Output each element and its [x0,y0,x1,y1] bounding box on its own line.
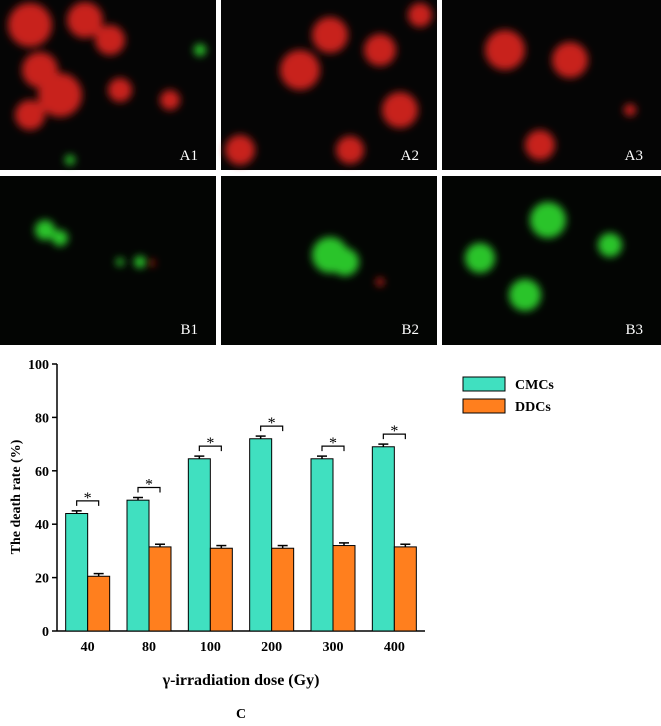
significance-mark: * [84,490,92,507]
bar [87,575,111,632]
panel-image [0,176,216,345]
significance-bracket [137,486,161,493]
bar [187,458,211,632]
legend-label: CMCs [515,378,554,393]
legend-swatch [462,376,506,392]
significance-bracket [321,445,345,452]
y-tick-label: 60 [35,465,49,480]
significance-bracket [382,433,406,440]
y-tick-label: 0 [42,625,49,640]
significance-mark: * [268,415,276,432]
caption: C [236,707,246,721]
x-tick-label: 400 [384,640,405,655]
green-cells [35,44,622,311]
significance-bracket [260,425,284,432]
bar [271,547,295,632]
bar [393,546,417,632]
legend-swatch [462,398,506,414]
bar [148,546,172,632]
panel-label: B3 [625,322,643,338]
bar [371,446,395,632]
y-tick-label: 80 [35,411,49,426]
bar [126,499,150,632]
bar [332,545,356,632]
x-tick-label: 200 [261,640,282,655]
panel-label: B1 [180,322,198,338]
panel-label: A1 [180,148,198,164]
significance-mark: * [329,435,337,452]
x-tick-label: 300 [323,640,344,655]
significance-mark: * [145,477,153,494]
red-cells [8,2,636,286]
bar [249,438,273,632]
y-axis-label: The death rate (%) [9,439,24,554]
x-tick-label: 80 [142,640,156,655]
significance-bracket [76,500,100,506]
legend-label: DDCs [515,400,551,415]
bar [310,458,334,632]
y-tick-label: 20 [35,572,49,587]
bar [209,547,233,632]
y-tick-label: 100 [28,358,49,373]
panel-label: A3 [625,148,643,164]
bar [65,513,89,632]
micrographs: A1 A2 A3 B1 B2 B3 [0,0,661,345]
x-tick-label: 100 [200,640,221,655]
significance-bracket [198,445,222,452]
panel-label: A2 [401,148,419,164]
x-tick-label: 40 [81,640,95,655]
significance-mark: * [206,435,214,452]
panel-label: B2 [401,322,419,338]
x-axis-label: γ-irradiation dose (Gy) [162,672,320,689]
significance-mark: * [390,423,398,440]
y-tick-label: 40 [35,518,49,533]
